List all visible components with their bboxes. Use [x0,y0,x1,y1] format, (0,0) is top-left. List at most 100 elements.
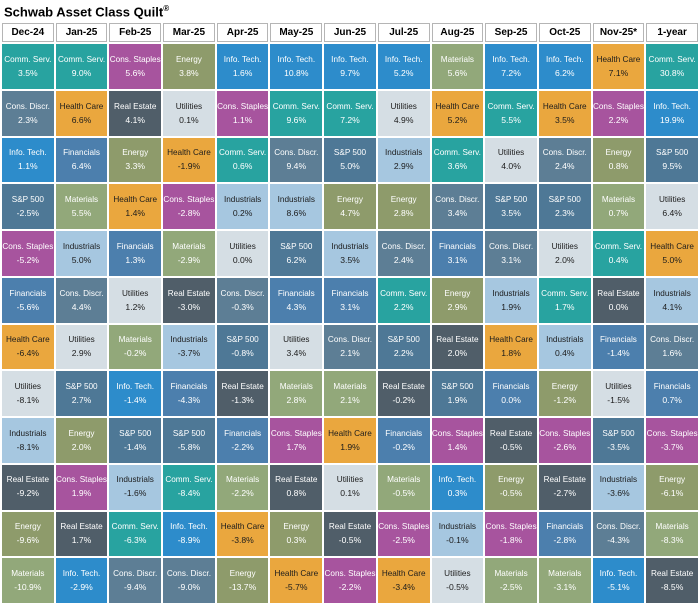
asset-class-return: 0.1% [340,488,360,499]
asset-class-return: -6.4% [16,348,40,359]
asset-class-return: -1.8% [499,535,523,546]
column-header: Aug-25 [431,23,484,43]
asset-class-return: -5.2% [16,254,40,265]
asset-class-return: 6.2% [286,254,307,265]
asset-class-label: Energy [14,522,41,532]
quilt-cell: Cons. Discr. 4.4% [55,277,108,323]
asset-class-label: Materials [494,568,528,578]
asset-class-return: 1.6% [232,67,253,78]
asset-class-return: 0.4% [554,348,575,359]
quilt-cell: Comm. Serv. 1.7% [538,277,591,323]
quilt-cell: Utilities 2.0% [538,231,591,276]
asset-class-return: 0.8% [608,161,629,172]
quilt-cell: Real Estate -0.5% [485,418,537,463]
asset-class-return: 2.1% [340,348,360,359]
asset-class-label: Real Estate [489,428,533,438]
asset-class-return: -5.6% [16,301,40,312]
asset-class-label: Info. Tech. [384,54,423,64]
asset-class-return: -1.9% [177,161,201,172]
asset-class-return: 0.3% [447,488,468,499]
asset-class-return: -2.2% [231,441,254,452]
quilt-cell: Financials -2.8% [538,511,591,557]
column-header: Jun-25 [324,23,376,43]
asset-class-label: Info. Tech. [9,148,47,158]
quilt-cell: Real Estate -0.2% [377,371,430,417]
quilt-cell: Cons. Discr. -0.3% [216,277,269,323]
quilt-cell: Energy -0.5% [485,464,537,510]
quilt-cell: Utilities 4.0% [485,137,537,183]
asset-class-return: -0.5% [338,535,362,546]
asset-class-label: Comm. Serv. [111,522,159,532]
asset-class-label: Utilities [605,382,632,391]
asset-class-label: Health Care [489,335,533,345]
asset-class-return: 7.2% [501,67,521,78]
asset-class-return: 1.9% [447,395,468,406]
asset-class-return: -0.3% [231,301,254,312]
asset-class-return: 5.2% [447,114,468,125]
quilt-cell: Utilities -0.5% [431,558,484,603]
asset-class-label: Financials [492,382,530,391]
quilt-cell: Comm. Serv. 0.4% [592,231,645,276]
quilt-cell: Cons. Discr. 3.1% [485,231,537,276]
asset-class-return: -2.8% [177,208,201,219]
asset-class-label: Industrials [9,428,47,438]
quilt-cell: Utilities 6.4% [646,184,698,230]
quilt-cell: Cons. Discr. 1.6% [646,324,698,370]
quilt-cell: Financials 0.7% [646,371,698,417]
quilt-cell: Energy 0.3% [270,511,323,557]
asset-class-label: Health Care [381,568,426,578]
asset-class-label: Materials [11,568,45,578]
quilt-cell: Industrials 5.0% [55,231,108,276]
quilt-cell: Health Care 1.8% [485,324,537,370]
asset-class-return: -0.5% [499,441,523,452]
asset-class-return: 3.5% [340,254,360,265]
asset-class-return: -1.4% [607,348,630,359]
asset-class-label: S&P 500 [65,382,98,391]
asset-class-return: -2.9% [177,254,201,265]
asset-class-label: Energy [390,195,417,205]
quilt-cell: Energy -13.7% [216,558,269,603]
asset-class-return: -8.3% [660,535,684,546]
asset-class-label: Info. Tech. [545,54,584,64]
quilt-cell: Utilities 0.1% [163,91,215,136]
asset-class-return: -0.8% [231,348,254,359]
quilt-header-row: Dec-24 Jan-25 Feb-25 Mar-25 Apr-25 May-25 Jun-… [2,23,698,43]
quilt-cell: Utilities -1.5% [592,371,645,417]
asset-class-label: Info. Tech. [438,475,477,485]
asset-class-label: Industrials [385,148,423,158]
quilt-cell: Materials -0.5% [377,464,430,510]
asset-class-return: 30.8% [659,67,685,78]
quilt-grid: Comm. Serv. 3.5% Comm. Serv. 9.0% Cons. Stap… [2,44,698,603]
asset-class-return: 0.7% [662,395,682,406]
asset-class-return: -8.1% [16,395,40,406]
column-header: Dec-24 [2,23,54,43]
asset-class-label: Real Estate [328,522,372,532]
quilt-cell: Financials 3.1% [324,277,376,323]
asset-class-label: Utilities [14,382,42,391]
asset-class-return: -9.6% [16,535,40,546]
asset-class-label: S&P 500 [602,428,635,438]
quilt-cell: Materials -2.2% [216,464,269,510]
quilt-cell: Real Estate -8.5% [646,558,698,603]
asset-class-label: Health Care [435,101,480,111]
asset-class-label: Real Estate [382,382,425,391]
quilt-cell: Energy 2.9% [431,277,484,323]
quilt-cell: Industrials 0.4% [538,324,591,370]
asset-class-label: S&P 500 [172,428,205,438]
asset-class-label: Industrials [116,475,154,485]
quilt-cell: Cons. Discr. -9.4% [109,558,162,603]
quilt-cell: Info. Tech. 9.7% [324,44,376,90]
asset-class-label: Cons. Discr. [381,241,426,251]
quilt-cell: Financials -5.6% [2,277,54,323]
quilt-cell: S&P 500 1.9% [431,371,484,417]
quilt-cell: S&P 500 2.7% [55,371,108,417]
asset-class-label: Comm. Serv. [165,475,213,485]
asset-class-label: Materials [601,195,636,205]
asset-class-label: Comm. Serv. [648,54,696,64]
asset-class-return: -2.2% [231,488,254,499]
quilt-cell: Real Estate -1.3% [216,371,269,417]
asset-class-label: Info. Tech. [223,54,262,64]
quilt-cell: Comm. Serv. 30.8% [646,44,698,90]
asset-class-label: Financials [331,288,369,298]
quilt-cell: Industrials -3.6% [592,464,645,510]
